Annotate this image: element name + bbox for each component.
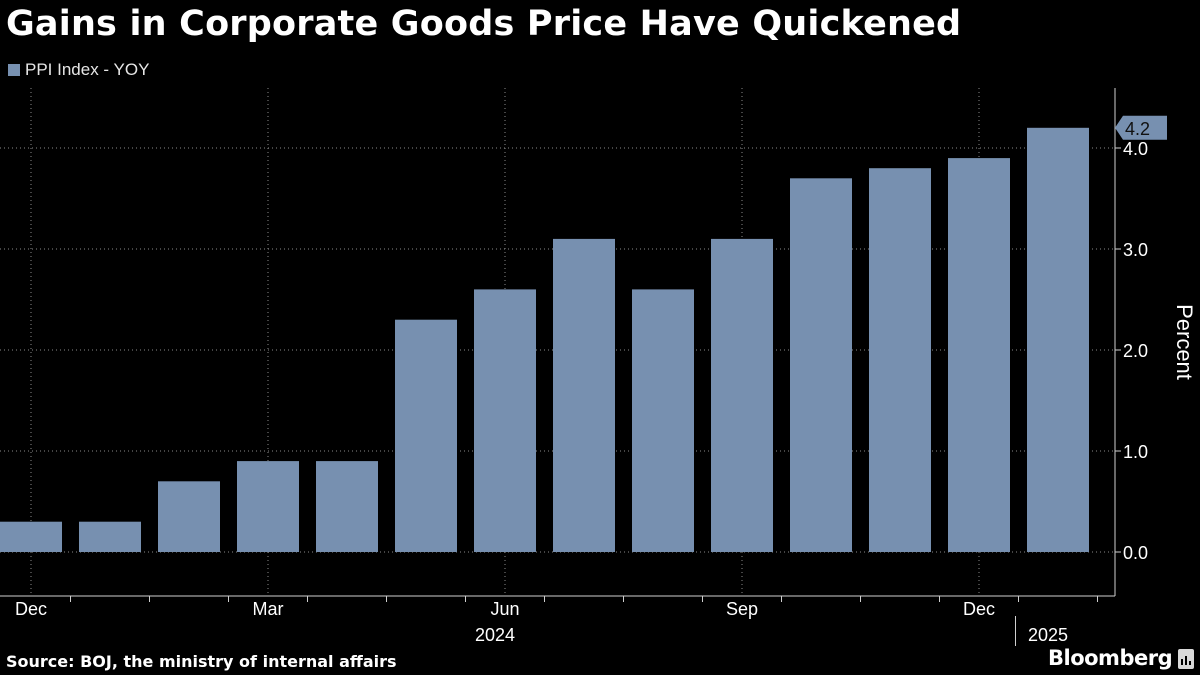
x-tick-label: Mar bbox=[253, 599, 284, 619]
bar bbox=[79, 521, 141, 552]
x-tick-label: Dec bbox=[15, 599, 47, 619]
bloomberg-chart-icon bbox=[1178, 649, 1194, 669]
x-axis: Dec Mar Jun Sep Dec 2024 2025 bbox=[0, 595, 1115, 646]
y-tick-label: 3.0 bbox=[1123, 240, 1148, 260]
y-axis: 0.0 1.0 2.0 3.0 4.0 Percent bbox=[1114, 88, 1197, 596]
bar bbox=[474, 289, 536, 552]
y-tick-label: 4.0 bbox=[1123, 139, 1148, 159]
bloomberg-logo: Bloomberg bbox=[1048, 646, 1173, 670]
x-year-label: 2025 bbox=[1028, 625, 1068, 645]
bar bbox=[237, 461, 299, 552]
annotations: 4.2 bbox=[1115, 115, 1167, 140]
x-tick-label: Jun bbox=[490, 599, 519, 619]
bar bbox=[1027, 127, 1089, 553]
chart-title: Gains in Corporate Goods Price Have Quic… bbox=[6, 4, 962, 44]
legend-swatch bbox=[8, 64, 20, 76]
bar bbox=[711, 238, 773, 552]
bar bbox=[632, 289, 694, 552]
x-year-label: 2024 bbox=[475, 625, 515, 645]
bar bbox=[869, 168, 931, 552]
bar bbox=[790, 178, 852, 553]
bar bbox=[553, 238, 615, 552]
source-note: Source: BOJ, the ministry of internal af… bbox=[6, 652, 397, 671]
y-tick-label: 1.0 bbox=[1123, 442, 1148, 462]
bar bbox=[158, 481, 220, 552]
y-tick-label: 0.0 bbox=[1123, 543, 1148, 563]
bars bbox=[0, 127, 1089, 553]
legend: PPI Index - YOY bbox=[8, 60, 149, 80]
bar bbox=[948, 158, 1010, 552]
last-value-badge bbox=[1115, 115, 1167, 140]
x-tick-label: Sep bbox=[726, 599, 758, 619]
bar bbox=[316, 461, 378, 552]
x-tick-label: Dec bbox=[963, 599, 995, 619]
y-tick-label: 2.0 bbox=[1123, 341, 1148, 361]
y-axis-title: Percent bbox=[1172, 304, 1197, 380]
bar bbox=[0, 521, 62, 552]
last-value-label: 4.2 bbox=[1125, 119, 1150, 139]
bar bbox=[395, 319, 457, 552]
legend-label: PPI Index - YOY bbox=[25, 60, 150, 79]
